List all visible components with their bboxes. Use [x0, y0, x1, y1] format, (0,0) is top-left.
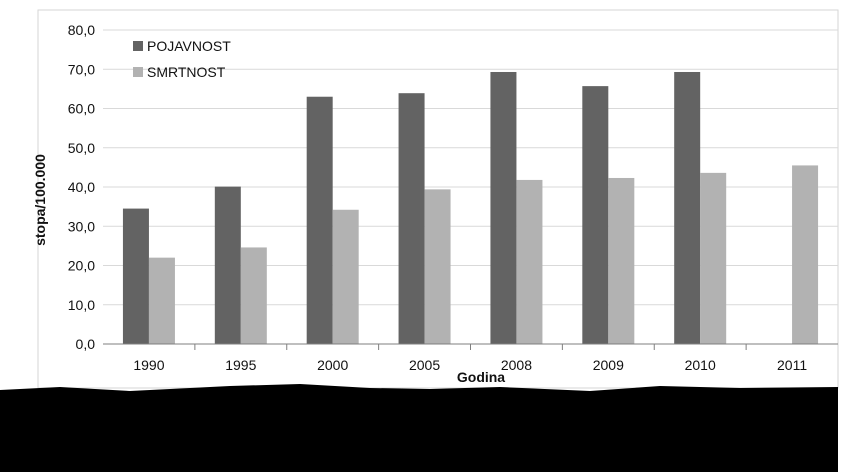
bar-pojavnost-2009: [582, 86, 609, 344]
y-axis-title: stopa/100.000: [32, 154, 48, 246]
x-tick-label: 2000: [317, 357, 348, 373]
bar-pojavnost-2010: [674, 71, 701, 344]
legend-swatch-smrtnost: [133, 67, 143, 77]
bar-smrtnost-1995: [240, 247, 267, 344]
x-tick-label: 2009: [593, 357, 624, 373]
y-tick-label: 80,0: [68, 22, 95, 38]
bar-smrtnost-2009: [608, 177, 635, 344]
legend-label-smrtnost: SMRTNOST: [147, 64, 226, 80]
bar-smrtnost-2000: [332, 209, 359, 344]
legend-swatch-pojavnost: [133, 41, 143, 51]
bar-pojavnost-2005: [398, 93, 425, 344]
x-tick-label: 1995: [225, 357, 256, 373]
x-tick-label: 1990: [133, 357, 164, 373]
legend: POJAVNOST SMRTNOST: [133, 38, 231, 80]
x-tick-label: 2010: [685, 357, 716, 373]
y-tick-label: 60,0: [68, 101, 95, 117]
y-tick-label: 70,0: [68, 61, 95, 77]
y-tick-label: 30,0: [68, 218, 95, 234]
bar-smrtnost-2010: [700, 172, 727, 344]
bar-pojavnost-1995: [214, 186, 241, 344]
bar-smrtnost-2008: [516, 179, 543, 344]
bar-smrtnost-1990: [148, 257, 175, 344]
bar-pojavnost-1990: [122, 208, 149, 344]
y-tick-label: 20,0: [68, 258, 95, 274]
redaction-block: [0, 384, 838, 472]
y-tick-label: 0,0: [76, 336, 96, 352]
x-tick-label: 2008: [501, 357, 532, 373]
x-axis-title: Godina: [457, 369, 505, 385]
bar-smrtnost-2005: [424, 189, 451, 344]
x-tick-labels: 1990 1995 2000 2005 2008 2009 2010 2011: [133, 344, 807, 373]
y-tick-label: 50,0: [68, 140, 95, 156]
x-tick-label: 2011: [777, 357, 807, 373]
y-tick-labels: 0,0 10,0 20,0 30,0 40,0 50,0 60,0 70,0 80,0: [68, 22, 95, 352]
y-tick-label: 40,0: [68, 179, 95, 195]
bar-pojavnost-2008: [490, 71, 517, 344]
bar-smrtnost-2011: [792, 165, 819, 344]
x-tick-label: 2005: [409, 357, 440, 373]
y-tick-label: 10,0: [68, 297, 95, 313]
legend-label-pojavnost: POJAVNOST: [147, 38, 231, 54]
bars: [122, 71, 819, 344]
bar-pojavnost-2000: [306, 96, 333, 344]
